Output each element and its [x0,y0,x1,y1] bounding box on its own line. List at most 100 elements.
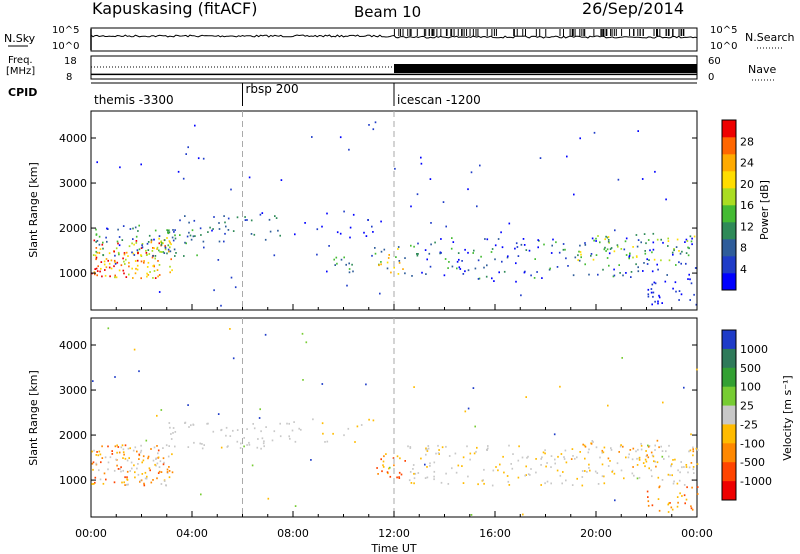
echo-mark [107,445,109,448]
echo-mark [110,267,113,270]
freq-label-line2: [MHz] [6,66,35,77]
echo-mark [116,240,119,243]
echo-mark [472,387,475,389]
echo-mark [609,248,612,250]
echo-mark [128,245,131,248]
echo-mark [535,471,537,474]
echo-mark [691,237,693,240]
echo-mark [494,244,497,247]
echo-mark [92,461,95,464]
echo-mark [427,447,430,450]
echo-mark [347,427,350,430]
echo-mark [114,276,116,279]
echo-mark [108,262,111,265]
echo-mark [411,275,413,277]
nave-tick-bottom: 0 [708,72,714,83]
echo-mark [174,229,176,231]
echo-mark [440,252,442,254]
echo-mark [565,479,567,482]
echo-mark [654,300,656,303]
velocity-colorbar-tick: -100 [740,437,765,450]
echo-mark [145,249,147,252]
echo-mark [650,288,653,290]
echo-mark [104,456,107,459]
echo-mark [107,228,109,230]
echo-mark [650,451,653,454]
echo-mark [653,281,656,284]
echo-mark [267,497,270,500]
echo-mark [590,254,592,257]
echo-mark [116,261,119,264]
echo-mark [451,237,453,239]
echo-mark [651,303,653,306]
echo-mark [157,275,159,278]
echo-mark [500,231,502,234]
echo-mark [606,248,609,251]
echo-mark [668,455,670,458]
echo-mark [157,260,159,262]
echo-mark [518,445,520,448]
echo-mark [517,459,520,462]
echo-mark [499,463,501,466]
echo-mark [661,479,664,481]
echo-mark [616,462,619,465]
echo-mark [540,464,542,466]
echo-mark [603,446,606,449]
echo-mark [135,235,138,238]
echo-mark [184,215,186,217]
echo-mark [554,462,556,465]
echo-mark [629,449,632,451]
echo-mark [223,240,225,243]
echo-mark [607,404,609,407]
echo-mark [140,444,142,447]
echo-mark [354,441,356,443]
echo-mark [427,445,430,447]
echo-mark [265,426,267,428]
echo-mark [171,471,174,474]
echo-mark [96,251,98,254]
echo-mark [234,286,237,289]
echo-mark [146,266,149,268]
echo-mark [648,259,650,261]
velocity-colorbar-swatch [722,405,736,425]
echo-mark [497,469,499,472]
echo-mark [248,441,250,444]
echo-mark [476,446,478,449]
echo-mark [420,457,422,460]
echo-mark [236,216,239,219]
echo-mark [620,444,622,446]
echo-mark [387,257,390,259]
echo-mark [232,429,234,432]
xtick-label: 04:00 [176,527,208,540]
echo-mark [413,386,415,388]
echo-mark [690,462,693,464]
echo-mark [466,445,468,448]
echo-mark [622,445,624,448]
echo-mark [640,442,642,445]
echo-mark [348,148,350,151]
echo-mark [188,231,190,234]
echo-mark [157,472,160,474]
echo-mark [145,477,148,480]
echo-mark [142,455,145,458]
echo-mark [459,268,462,270]
echo-mark [409,447,412,449]
echo-mark [617,245,619,248]
echo-mark [95,267,98,270]
echo-mark [426,450,429,452]
echo-mark [680,293,683,296]
echo-mark [224,221,226,224]
echo-mark [690,505,692,508]
echo-mark [300,428,302,431]
echo-mark [141,244,143,247]
echo-mark [687,471,689,474]
echo-mark [579,244,581,247]
echo-mark [146,272,148,275]
echo-mark [677,501,679,504]
echo-mark [454,452,457,455]
echo-mark [294,233,296,236]
echo-mark [688,247,690,250]
echo-mark [464,248,466,251]
echo-mark [305,341,308,344]
echo-mark [603,475,605,478]
